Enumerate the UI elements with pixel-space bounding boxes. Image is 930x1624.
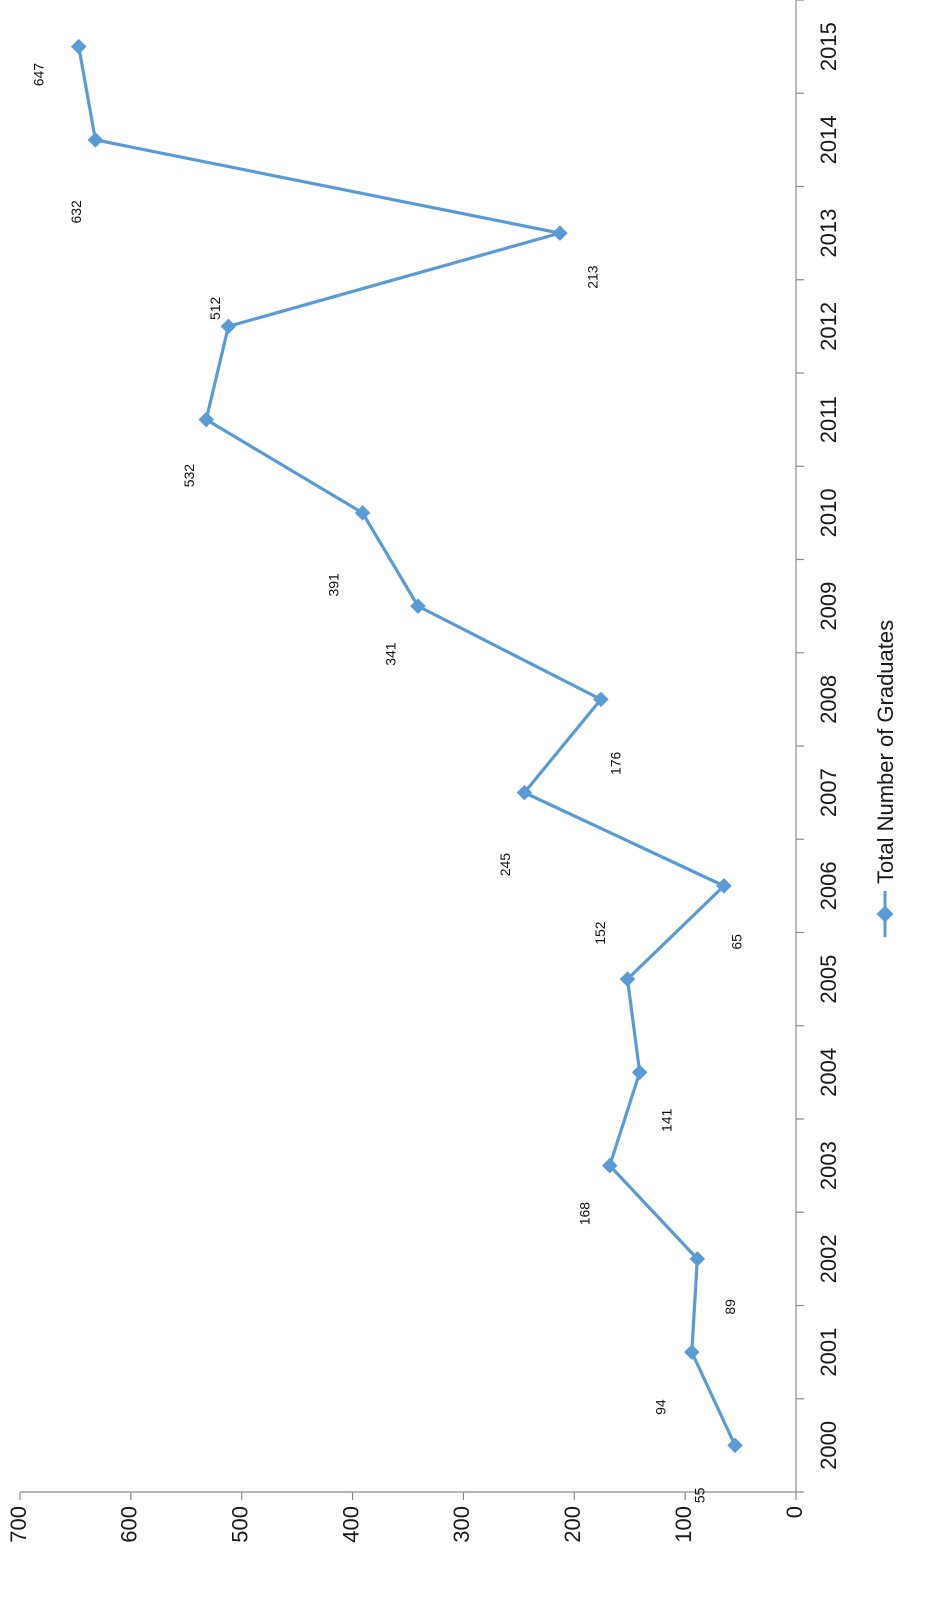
category-tick-label: 2006 [816, 861, 841, 910]
category-axis-labels: 2000 2001 2002 2003 2004 2005 2006 2007 2008 2009… [816, 22, 841, 1470]
category-tick-label: 2004 [816, 1048, 841, 1097]
data-labels: 55 94 89 168 141 152 65 245 176 341 391 532 512 213 63… [30, 63, 744, 1503]
value-tick-label: 300 [449, 1506, 474, 1543]
category-tick-label: 2000 [816, 1421, 841, 1470]
data-point [70, 38, 87, 55]
data-label: 176 [608, 751, 624, 775]
category-tick-label: 2001 [816, 1328, 841, 1377]
category-tick-label: 2014 [816, 115, 841, 164]
data-label: 632 [68, 200, 84, 224]
category-tick-label: 2009 [816, 582, 841, 631]
data-point [689, 1251, 706, 1267]
data-point [552, 225, 568, 241]
data-label: 55 [692, 1487, 708, 1503]
value-tick-label: 0 [782, 1506, 807, 1518]
value-axis-labels: 0 100 200 300 400 500 600 700 [6, 1506, 807, 1543]
data-point [631, 1064, 648, 1081]
data-label: 65 [729, 934, 745, 950]
data-point [198, 411, 215, 428]
data-point [601, 1157, 618, 1174]
legend-marker [876, 905, 894, 923]
data-label: 152 [592, 921, 608, 945]
axes [20, 0, 797, 1493]
data-point [354, 505, 371, 521]
data-label: 245 [497, 853, 513, 877]
data-point [410, 598, 426, 614]
data-label: 341 [383, 642, 399, 666]
category-tick-label: 2010 [816, 488, 841, 537]
category-tick-label: 2008 [816, 675, 841, 724]
category-tick-label: 2002 [816, 1234, 841, 1283]
category-tick-label: 2007 [816, 768, 841, 817]
value-tick-label: 100 [671, 1506, 696, 1543]
value-tick-label: 400 [338, 1506, 363, 1543]
value-tick-label: 600 [117, 1506, 142, 1543]
data-label: 168 [576, 1202, 592, 1226]
data-label: 391 [325, 573, 341, 597]
data-point [87, 132, 104, 148]
category-tick-label: 2015 [816, 22, 841, 71]
category-tick-label: 2011 [816, 396, 841, 443]
data-label: 141 [658, 1108, 674, 1132]
data-point [619, 971, 636, 987]
data-point [516, 784, 533, 801]
data-point [593, 691, 609, 708]
data-point [684, 1344, 700, 1360]
category-tick-label: 2013 [816, 209, 841, 258]
value-tick-label: 700 [6, 1506, 31, 1543]
data-label: 647 [30, 63, 46, 87]
data-label: 532 [181, 464, 197, 488]
data-label: 94 [652, 1399, 668, 1415]
value-tick-label: 500 [228, 1506, 253, 1543]
data-point [716, 878, 732, 894]
data-point [727, 1437, 743, 1454]
data-label: 89 [722, 1299, 738, 1315]
data-label: 213 [585, 265, 601, 289]
value-tick-label: 200 [560, 1506, 585, 1543]
category-tick-label: 2012 [816, 302, 841, 351]
series-line-group [70, 38, 743, 1454]
legend: Total Number of Graduates [873, 620, 898, 937]
series-line [77, 46, 737, 1447]
data-point [220, 318, 237, 335]
axis-ticks [19, 0, 804, 1500]
category-tick-label: 2005 [816, 955, 841, 1004]
category-tick-label: 2003 [816, 1141, 841, 1190]
data-label: 512 [207, 296, 223, 320]
legend-label: Total Number of Graduates [873, 620, 898, 884]
